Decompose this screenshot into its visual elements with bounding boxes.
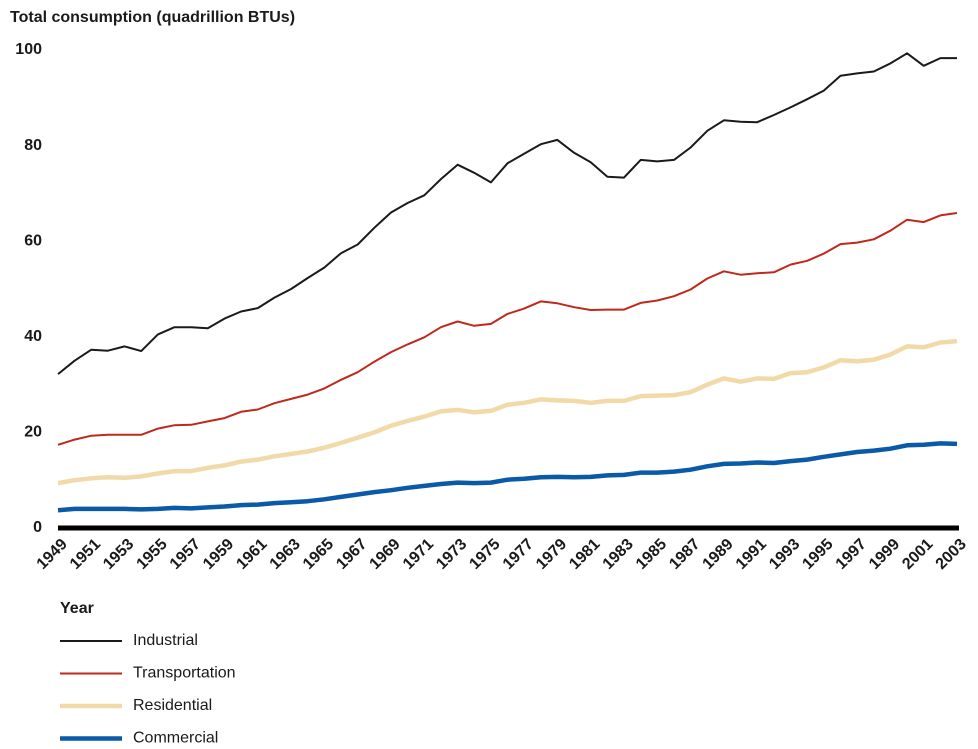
x-tick-label: 1975 — [466, 536, 503, 573]
x-tick-label: 1983 — [600, 536, 637, 573]
x-tick-label: 2003 — [933, 536, 970, 573]
x-tick-label: 1997 — [833, 536, 870, 573]
x-tick-label: 1989 — [700, 536, 737, 573]
x-tick-label: 1967 — [333, 536, 370, 573]
x-tick-label: 1999 — [866, 536, 903, 573]
legend-label: Transportation — [133, 665, 236, 682]
y-tick-label: 40 — [24, 328, 42, 345]
series-line — [57, 441, 958, 513]
legend-label: Residential — [133, 697, 212, 714]
x-tick-label: 1969 — [367, 536, 404, 573]
x-tick-label: 1993 — [766, 536, 803, 573]
series-line — [57, 52, 957, 375]
legend-label: Industrial — [133, 632, 198, 649]
x-tick-label: 1985 — [633, 536, 670, 573]
y-tick-label: 20 — [24, 424, 42, 441]
y-tick-label: 80 — [24, 137, 42, 154]
x-tick-label: 1961 — [233, 536, 270, 573]
x-tick-label: 1979 — [533, 536, 570, 573]
x-tick-label: 1955 — [134, 536, 171, 573]
legend-label: Commercial — [133, 730, 218, 747]
series-line — [57, 338, 958, 486]
x-tick-label: 1957 — [167, 536, 204, 573]
x-tick-label: 1973 — [433, 536, 470, 573]
x-tick-label: 1965 — [300, 536, 337, 573]
x-tick-label: 1987 — [666, 536, 703, 573]
x-tick-label: 1953 — [100, 536, 137, 573]
x-tick-label: 1981 — [566, 536, 603, 573]
x-tick-label: 1995 — [799, 536, 836, 573]
x-tick-label: 1949 — [34, 536, 71, 573]
x-tick-label: 1977 — [500, 536, 537, 573]
x-tick-label: 1951 — [67, 536, 104, 573]
y-axis-title: Total consumption (quadrillion BTUs) — [10, 9, 295, 26]
x-tick-label: 1963 — [267, 536, 304, 573]
x-tick-label: 1971 — [400, 536, 437, 573]
x-axis-title: Year — [60, 600, 94, 617]
y-tick-label: 0 — [33, 519, 42, 536]
y-tick-label: 100 — [15, 41, 42, 58]
x-tick-label: 2001 — [899, 536, 936, 573]
y-tick-label: 60 — [24, 232, 42, 249]
x-tick-label: 1991 — [733, 536, 770, 573]
series-line — [57, 212, 958, 446]
x-tick-label: 1959 — [200, 536, 237, 573]
